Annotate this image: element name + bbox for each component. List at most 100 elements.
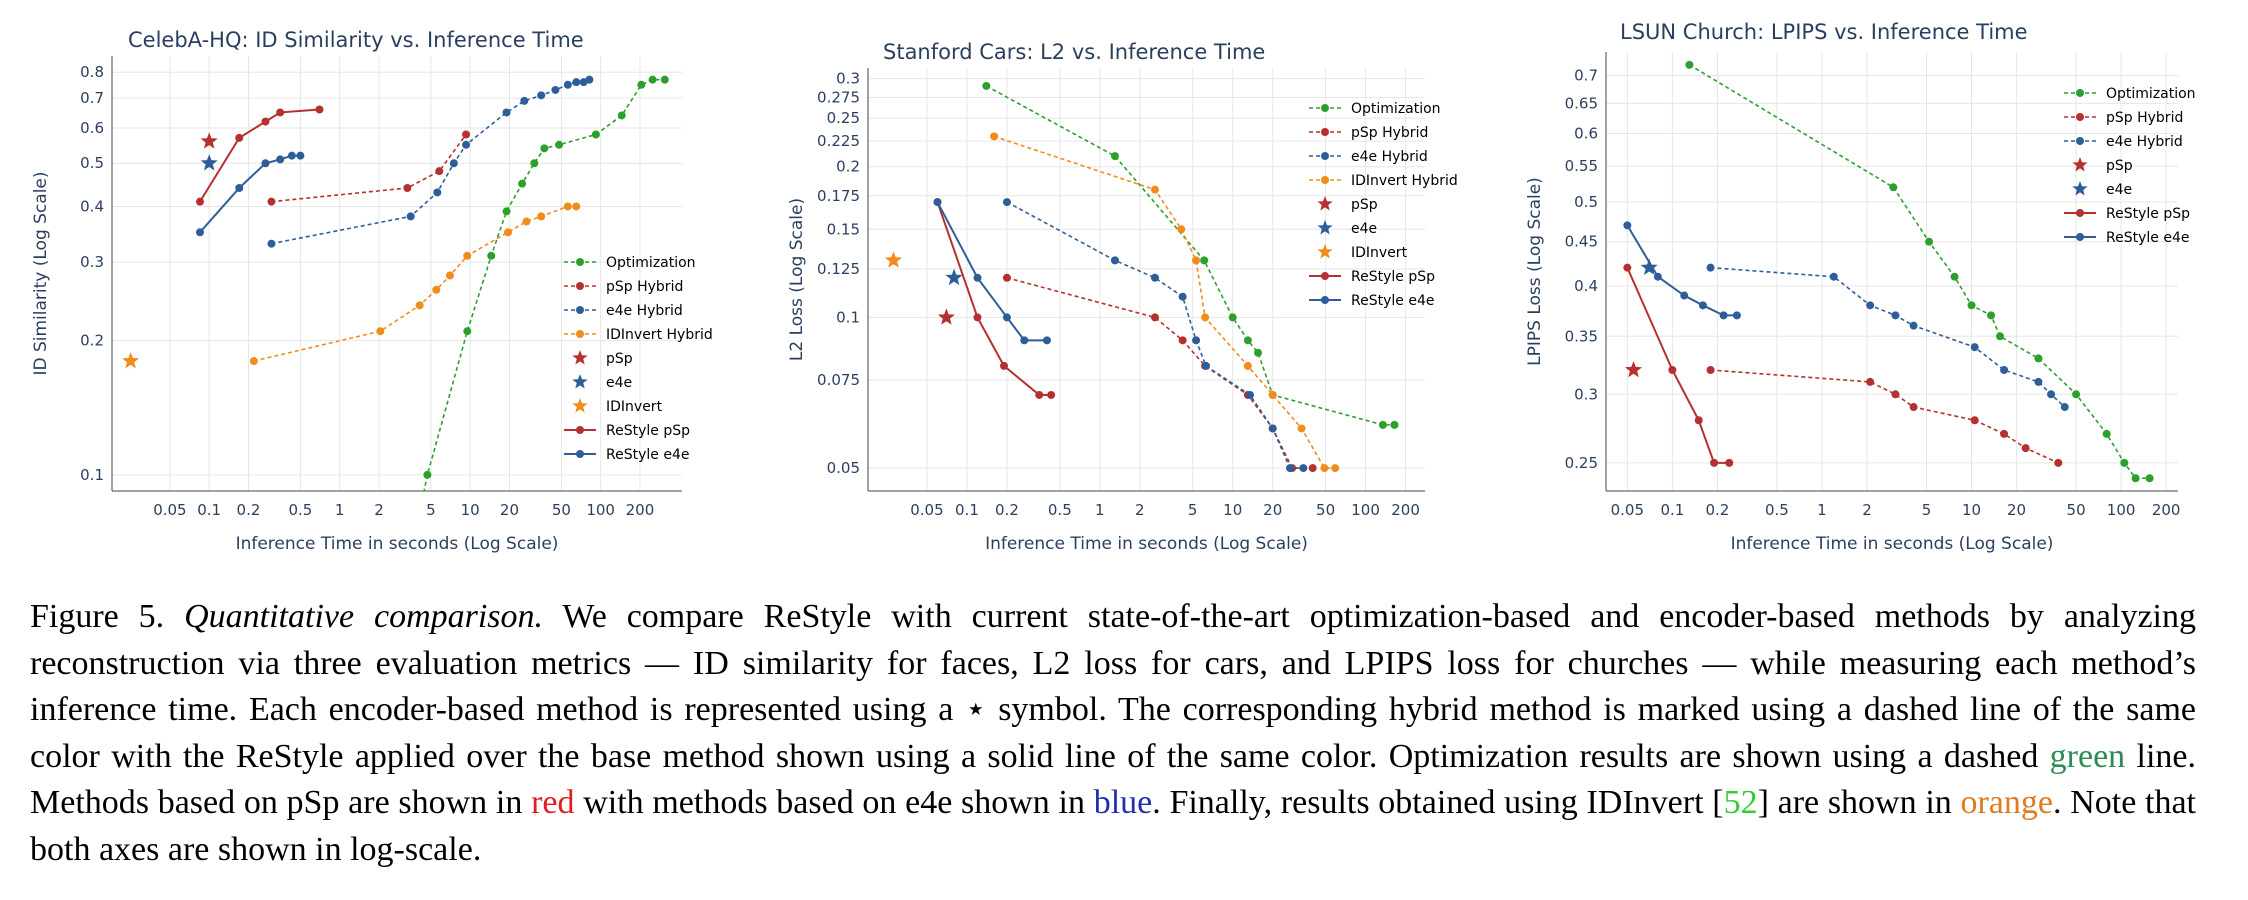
data-point: [1035, 390, 1044, 399]
legend-item-psp-hybrid[interactable]: pSp Hybrid: [2064, 110, 2183, 126]
data-point: [1297, 424, 1306, 433]
x-tick-label: 1: [1095, 501, 1105, 519]
legend-item-optimization[interactable]: Optimization: [2064, 86, 2196, 102]
legend-label: e4e: [606, 375, 632, 391]
series-line: [985, 85, 1395, 426]
legend-label: ReStyle e4e: [1351, 293, 1434, 309]
legend-marker-icon: [576, 426, 584, 434]
y-tick-label: 0.2: [836, 158, 860, 176]
legend-item-psp-hybrid[interactable]: pSp Hybrid: [1309, 125, 1428, 141]
data-point: [2072, 390, 2081, 399]
star-marker: [945, 268, 963, 286]
legend-item-e4e-hybrid[interactable]: e4e Hybrid: [1309, 149, 1428, 165]
data-point: [1891, 311, 1900, 320]
legend-item-psp[interactable]: pSp: [572, 350, 633, 367]
legend-label: ReStyle pSp: [1351, 269, 1435, 285]
legend-item-idinvert-hybrid[interactable]: IDInvert Hybrid: [564, 327, 713, 343]
legend-star-icon: [572, 398, 588, 413]
y-tick-label: 0.7: [80, 89, 104, 107]
legend-item-idinvert[interactable]: IDInvert: [572, 398, 663, 415]
data-point: [406, 212, 415, 221]
series-psp: [200, 132, 218, 149]
legend-item-e4e[interactable]: e4e: [1317, 220, 1377, 237]
chart-title: Stanford Cars: L2 vs. Inference Time: [883, 40, 1265, 64]
data-point: [296, 151, 305, 160]
y-tick-label: 0.05: [827, 459, 860, 477]
data-point: [1253, 348, 1262, 357]
figure-caption: Figure 5. Quantitative comparison. We co…: [30, 594, 2196, 873]
legend-item-idinvert[interactable]: IDInvert: [1317, 244, 1408, 261]
legend-item-optimization[interactable]: Optimization: [1309, 101, 1441, 117]
y-tick-label: 0.6: [1574, 124, 1598, 142]
y-tick-label: 0.65: [1565, 94, 1598, 112]
legend-marker-icon: [1321, 176, 1329, 184]
data-point: [2021, 444, 2030, 453]
legend-label: Optimization: [2106, 86, 2196, 102]
legend-item-e4e-hybrid[interactable]: e4e Hybrid: [564, 303, 683, 319]
data-point: [2120, 458, 2129, 467]
data-point: [2034, 377, 2043, 386]
data-point: [1694, 416, 1703, 425]
legend-marker-icon: [576, 258, 584, 266]
legend-item-idinvert-hybrid[interactable]: IDInvert Hybrid: [1309, 173, 1458, 189]
data-point: [660, 75, 669, 84]
caption-green-word: green: [2049, 737, 2126, 775]
legend: Optimization pSp Hybrid e4e Hybrid pSp e4e Re…: [2064, 86, 2196, 246]
x-tick-label: 10: [461, 501, 480, 519]
data-point: [520, 96, 529, 105]
x-axis-label: Inference Time in seconds (Log Scale): [236, 534, 559, 554]
legend-star-icon: [572, 350, 588, 365]
legend-item-restyle-e4e[interactable]: ReStyle e4e: [1309, 293, 1434, 309]
x-tick-label: 100: [586, 501, 615, 519]
data-point: [1150, 185, 1159, 194]
series-psp: [1624, 360, 1643, 378]
x-tick-label: 5: [1922, 501, 1932, 519]
legend-star-icon: [2072, 181, 2088, 196]
legend-item-restyle-e4e[interactable]: ReStyle e4e: [564, 447, 689, 463]
data-point: [2060, 403, 2069, 412]
data-point: [555, 140, 564, 149]
legend-item-restyle-psp[interactable]: ReStyle pSp: [1309, 269, 1435, 285]
legend-item-restyle-psp[interactable]: ReStyle pSp: [2064, 206, 2190, 222]
x-tick-label: 0.2: [995, 501, 1019, 519]
data-point: [1177, 225, 1186, 234]
plot-area: [884, 81, 1399, 473]
caption-text: with methods based on e4e shown in: [574, 784, 1094, 821]
legend-item-psp-hybrid[interactable]: pSp Hybrid: [564, 279, 683, 295]
legend-item-e4e[interactable]: e4e: [2072, 181, 2132, 198]
series-e4e-hybrid: [1706, 263, 2069, 412]
legend-star-icon: [1317, 220, 1333, 235]
data-point: [276, 155, 285, 164]
data-point: [445, 271, 454, 280]
legend-label: e4e: [1351, 221, 1377, 237]
data-point: [1829, 272, 1838, 281]
series-restyle-e4e: [195, 151, 305, 237]
data-point: [1706, 263, 1715, 272]
data-point: [591, 130, 600, 139]
data-point: [195, 197, 204, 206]
legend-item-restyle-e4e[interactable]: ReStyle e4e: [2064, 230, 2189, 246]
data-point: [1719, 311, 1728, 320]
data-point: [933, 198, 942, 207]
legend-item-psp[interactable]: pSp: [2072, 157, 2133, 174]
series-idinvert: [122, 352, 140, 369]
legend-label: pSp: [2106, 158, 2133, 174]
legend-item-e4e-hybrid[interactable]: e4e Hybrid: [2064, 134, 2183, 150]
data-point: [1042, 336, 1051, 345]
legend-item-restyle-psp[interactable]: ReStyle pSp: [564, 423, 690, 439]
legend-item-psp[interactable]: pSp: [1317, 196, 1378, 213]
series-line: [1710, 266, 2066, 408]
legend-item-optimization[interactable]: Optimization: [564, 255, 696, 271]
y-tick-label: 0.3: [80, 253, 104, 271]
data-point: [1243, 336, 1252, 345]
citation-link[interactable]: 52: [1723, 784, 1758, 821]
series-line: [423, 78, 665, 491]
y-tick-label: 0.45: [1565, 233, 1598, 251]
data-point: [572, 78, 581, 87]
data-point: [376, 327, 385, 336]
legend-item-e4e[interactable]: e4e: [572, 374, 632, 391]
y-tick-label: 0.075: [817, 371, 860, 389]
caption-text: . Note that both axes are shown in log-s…: [30, 784, 2197, 868]
chart-3: 0.05 0.1 0.2 0.5 1 2 5 10 20 50 100 200 0.25 0.3 0.35 0…: [1525, 20, 2196, 554]
data-point: [551, 85, 560, 94]
